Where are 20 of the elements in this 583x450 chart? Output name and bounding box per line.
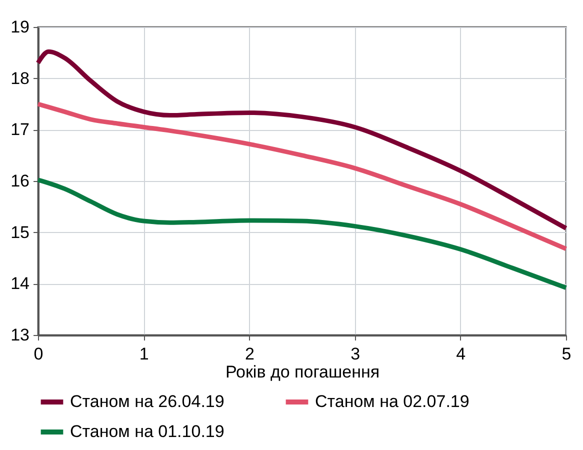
x-axis-title: Років до погашення bbox=[225, 362, 380, 382]
y-tick-label: 18 bbox=[10, 68, 30, 88]
y-tick-label: 16 bbox=[10, 172, 30, 190]
x-tick-label: 2 bbox=[244, 344, 254, 364]
x-tick-label: 3 bbox=[350, 344, 360, 364]
x-tick-label: 0 bbox=[34, 344, 44, 364]
y-tick-label: 15 bbox=[10, 222, 30, 242]
y-tick-label: 17 bbox=[10, 120, 30, 140]
legend-label: Станом на 26.04.19 bbox=[70, 392, 224, 411]
x-tick-label: 1 bbox=[139, 344, 149, 364]
legend-label: Станом на 01.10.19 bbox=[70, 422, 224, 441]
y-tick-label: 19 bbox=[10, 18, 30, 36]
line-series bbox=[36, 102, 568, 252]
x-tick-label: 4 bbox=[456, 344, 466, 364]
y-tick-label: 14 bbox=[10, 274, 30, 294]
y-tick-label: 13 bbox=[10, 326, 30, 344]
legend-label: Станом на 02.07.19 bbox=[315, 392, 470, 411]
x-tick-label: 5 bbox=[562, 344, 572, 364]
line-series bbox=[36, 178, 568, 290]
line-series bbox=[36, 49, 568, 230]
